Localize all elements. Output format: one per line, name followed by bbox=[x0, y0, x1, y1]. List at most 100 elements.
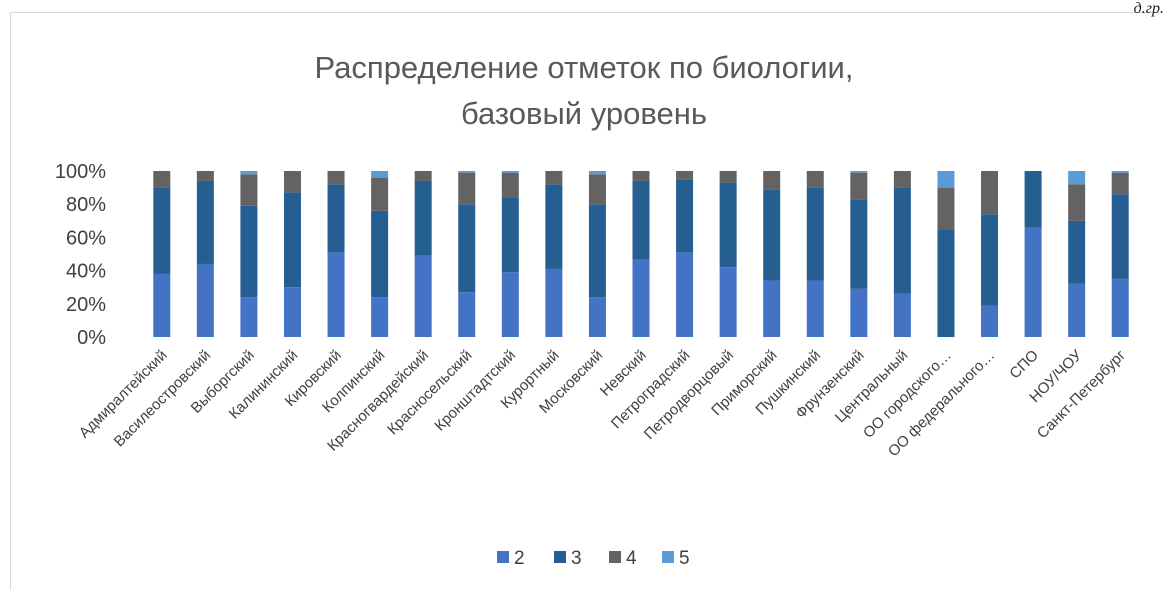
bar-segment bbox=[458, 204, 476, 293]
bar-segment bbox=[1111, 172, 1129, 195]
bar-segment bbox=[240, 297, 258, 337]
bar-segment bbox=[414, 255, 432, 337]
bar-segment bbox=[240, 205, 258, 298]
bar-segment bbox=[153, 273, 171, 337]
bar-segment bbox=[850, 288, 868, 337]
bar-segment bbox=[545, 184, 563, 269]
y-tick-label: 20% bbox=[66, 294, 106, 316]
y-tick-label: 0% bbox=[77, 327, 106, 349]
bar-segment bbox=[283, 192, 301, 288]
bar-segment bbox=[850, 171, 868, 173]
bar-segment bbox=[458, 171, 476, 173]
bar-segment bbox=[545, 171, 563, 185]
bar-segment bbox=[371, 177, 389, 211]
bar-segment bbox=[1068, 283, 1086, 337]
bar-segment bbox=[458, 172, 476, 205]
bar-segment bbox=[1111, 171, 1129, 173]
bar-segment bbox=[501, 272, 519, 337]
bar-segment bbox=[1024, 171, 1042, 228]
bar-segment bbox=[806, 171, 824, 188]
bar-segment bbox=[719, 171, 737, 183]
bar-segment bbox=[676, 252, 694, 337]
bar-segment bbox=[719, 182, 737, 268]
bar-segment bbox=[676, 179, 694, 253]
bar-segment bbox=[153, 171, 171, 188]
bar-segment bbox=[719, 267, 737, 337]
bar-segment bbox=[806, 280, 824, 337]
y-tick-label: 80% bbox=[66, 194, 106, 216]
bar-segment bbox=[501, 172, 519, 198]
legend-label: 2 bbox=[514, 548, 525, 569]
bar-segment bbox=[763, 189, 781, 281]
bar-segment bbox=[371, 171, 389, 178]
bar-segment bbox=[283, 171, 301, 193]
bar-segment bbox=[588, 204, 606, 298]
bar-segment bbox=[937, 171, 955, 188]
y-tick-label: 60% bbox=[66, 227, 106, 249]
bar-segment bbox=[632, 180, 650, 259]
x-tick-label: Петроградский bbox=[608, 347, 694, 433]
bar-segment bbox=[893, 171, 911, 188]
bar-segment bbox=[327, 252, 345, 337]
chart-frame bbox=[10, 12, 1160, 590]
bar-segment bbox=[763, 280, 781, 337]
bar-segment bbox=[1068, 184, 1086, 221]
legend-label: 3 bbox=[571, 548, 582, 569]
chart-title-line: базовый уровень bbox=[461, 96, 707, 131]
bar-segment bbox=[327, 184, 345, 253]
bar-segment bbox=[981, 214, 999, 306]
bar-segment bbox=[1068, 171, 1086, 185]
y-tick-label: 100% bbox=[55, 161, 106, 183]
bar-segment bbox=[850, 172, 868, 200]
legend-label: 5 bbox=[679, 548, 690, 569]
bar-segment bbox=[545, 268, 563, 337]
bar-segment bbox=[676, 171, 694, 180]
bar-segment bbox=[588, 174, 606, 205]
bar-segment bbox=[1111, 194, 1129, 279]
bar-segment bbox=[153, 187, 171, 274]
legend: 2 3 4 5 bbox=[497, 548, 690, 569]
chart-title-line: Распределение отметок по биологии, bbox=[315, 50, 854, 85]
bar-segment bbox=[850, 199, 868, 289]
bars bbox=[153, 171, 1129, 337]
x-axis: АдмиралтейскийВасилеостровскийВыборгский… bbox=[76, 346, 1130, 460]
legend-swatch bbox=[609, 551, 621, 563]
bar-segment bbox=[414, 171, 432, 181]
bar-segment bbox=[501, 197, 519, 273]
bar-segment bbox=[1111, 278, 1129, 337]
bar-segment bbox=[240, 171, 258, 175]
bar-segment bbox=[937, 229, 955, 337]
legend-swatch bbox=[662, 551, 674, 563]
y-tick-label: 40% bbox=[66, 261, 106, 283]
bar-segment bbox=[1068, 220, 1086, 284]
bar-segment bbox=[632, 258, 650, 337]
bar-segment bbox=[371, 297, 389, 337]
bar-segment bbox=[501, 171, 519, 173]
bar-segment bbox=[763, 171, 781, 190]
bar-segment bbox=[981, 171, 999, 215]
legend-swatch bbox=[497, 551, 509, 563]
legend-label: 4 bbox=[626, 548, 637, 569]
bar-segment bbox=[1024, 227, 1042, 337]
y-axis: 0% 20% 40% 60% 80% 100% bbox=[55, 161, 106, 349]
bar-segment bbox=[414, 180, 432, 256]
bar-segment bbox=[632, 171, 650, 181]
bar-segment bbox=[588, 171, 606, 175]
bar-segment bbox=[588, 297, 606, 337]
bar-segment bbox=[196, 171, 214, 181]
corner-text: д.гр. bbox=[1133, 0, 1164, 17]
bar-segment bbox=[196, 180, 214, 264]
bar-segment bbox=[327, 171, 345, 185]
bar-segment bbox=[371, 210, 389, 298]
bar-segment bbox=[893, 187, 911, 294]
bar-segment bbox=[283, 287, 301, 337]
bar-segment bbox=[196, 263, 214, 337]
bar-segment bbox=[893, 293, 911, 337]
bar-segment bbox=[240, 174, 258, 206]
bar-segment bbox=[981, 305, 999, 337]
x-tick-label: СПО bbox=[1006, 347, 1042, 383]
bar-segment bbox=[806, 187, 824, 281]
bar-segment bbox=[937, 187, 955, 230]
legend-swatch bbox=[554, 551, 566, 563]
chart-title: Распределение отметок по биологии, базовы… bbox=[315, 50, 854, 131]
